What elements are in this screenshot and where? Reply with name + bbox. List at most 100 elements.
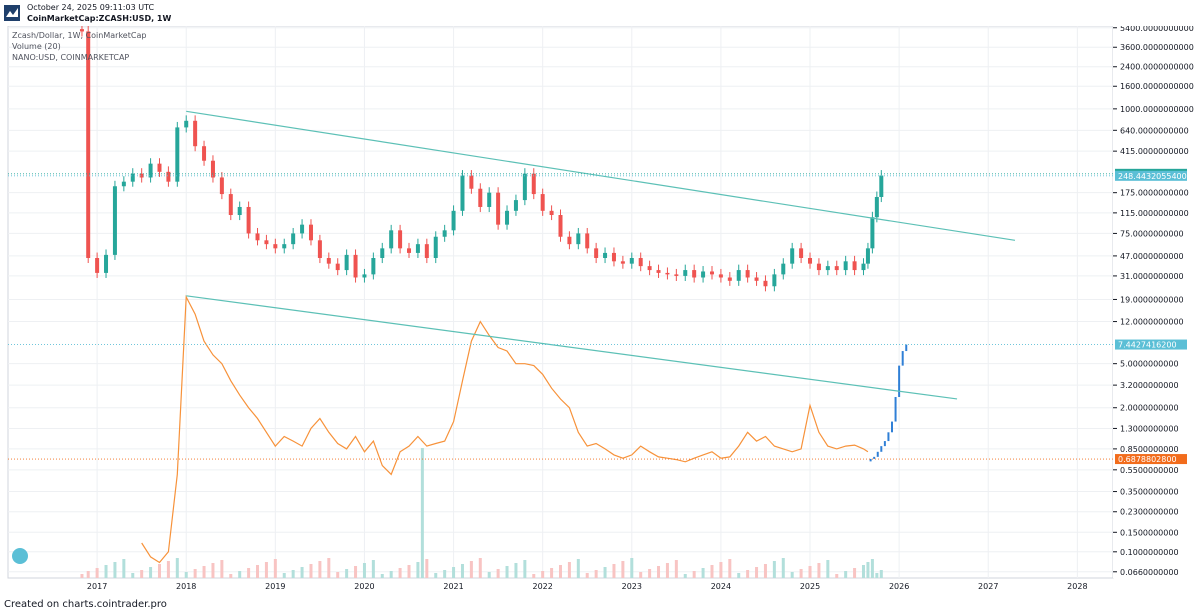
zec-candle bbox=[487, 192, 492, 207]
volume-bar bbox=[692, 571, 696, 578]
x-tick-label: 2027 bbox=[978, 582, 998, 591]
x-tick-label: 2023 bbox=[622, 582, 642, 591]
zec-candle bbox=[763, 280, 768, 287]
volume-bar bbox=[478, 558, 482, 578]
zec-candle bbox=[79, 29, 84, 32]
volume-bar bbox=[157, 564, 161, 578]
y-tick-label: 3.2000000000 bbox=[1120, 381, 1179, 390]
zec-candle bbox=[237, 206, 242, 216]
trendline bbox=[186, 110, 1016, 241]
volume-bar bbox=[229, 574, 233, 578]
zec-candle bbox=[407, 248, 412, 253]
price-tag-label: 248.4432055400 bbox=[1118, 172, 1187, 181]
zec-candle bbox=[745, 270, 750, 278]
volume-bar bbox=[407, 565, 411, 578]
chart-legend: Zcash/Dollar, 1W, CoinMarketCap Volume (… bbox=[12, 30, 146, 63]
volume-bar bbox=[420, 448, 424, 578]
volume-bar bbox=[674, 560, 678, 578]
price-tag-label: 0.6878802800 bbox=[1118, 455, 1177, 464]
x-tick-label: 2020 bbox=[354, 582, 374, 591]
zec-candle bbox=[371, 257, 376, 275]
zec-candle bbox=[175, 127, 180, 182]
y-tick-label: 0.8500000000 bbox=[1120, 445, 1179, 454]
chart-header: October 24, 2025 09:11:03 UTC CoinMarket… bbox=[0, 0, 1200, 26]
legend-main-series: Zcash/Dollar, 1W, CoinMarketCap bbox=[12, 31, 147, 40]
x-tick-label: 2022 bbox=[532, 582, 552, 591]
volume-bar bbox=[719, 562, 723, 578]
volume-bar bbox=[746, 570, 750, 578]
volume-bar bbox=[416, 562, 420, 578]
zec-candle bbox=[816, 263, 821, 271]
volume-bar bbox=[122, 559, 126, 578]
zec-candle bbox=[531, 173, 536, 195]
y-tick-label: 2.0000000000 bbox=[1120, 404, 1179, 413]
y-tick-label: 115.0000000000 bbox=[1120, 209, 1189, 218]
volume-bar bbox=[772, 561, 776, 578]
volume-bar bbox=[612, 564, 616, 578]
volume-bar bbox=[309, 564, 313, 578]
zec-candle bbox=[603, 252, 608, 258]
y-tick-label: 0.5500000000 bbox=[1120, 466, 1179, 475]
zec-candle bbox=[246, 206, 251, 234]
volume-bar bbox=[559, 565, 562, 578]
volume-bar bbox=[425, 559, 429, 578]
zec-candle bbox=[228, 194, 233, 216]
volume-bar bbox=[701, 568, 705, 578]
zec-candle bbox=[344, 254, 349, 271]
legend-overlay: NANO:USD, COINMARKETCAP bbox=[12, 53, 130, 62]
zec-candle bbox=[442, 230, 447, 237]
zec-candle bbox=[130, 173, 135, 182]
zec-candle bbox=[790, 248, 795, 264]
volume-bar bbox=[452, 567, 456, 578]
volume-bar bbox=[781, 558, 785, 578]
zec-candle bbox=[308, 224, 313, 241]
volume-bar bbox=[398, 568, 402, 578]
volume-bar bbox=[291, 570, 295, 578]
volume-bar bbox=[737, 573, 741, 578]
volume-bar bbox=[238, 571, 242, 578]
zec-candle bbox=[148, 163, 153, 178]
volume-bar bbox=[866, 562, 870, 578]
volume-bar bbox=[220, 560, 224, 578]
zec-candle bbox=[184, 120, 189, 128]
zec-candle bbox=[104, 254, 109, 273]
zec-candle bbox=[513, 200, 518, 211]
volume-bar bbox=[630, 558, 634, 578]
volume-bar bbox=[273, 559, 277, 578]
volume-bar bbox=[282, 573, 286, 578]
zec-candle bbox=[709, 271, 714, 275]
zec-candle bbox=[353, 254, 358, 278]
volume-bar bbox=[95, 568, 99, 578]
zec-candle bbox=[620, 261, 625, 264]
x-tick-label: 2021 bbox=[443, 582, 463, 591]
volume-bar bbox=[657, 566, 661, 578]
y-tick-label: 0.1000000000 bbox=[1120, 548, 1179, 557]
volume-bar bbox=[362, 563, 366, 578]
volume-bar bbox=[104, 565, 108, 578]
x-tick-label: 2028 bbox=[1067, 582, 1087, 591]
zec-candle bbox=[540, 194, 545, 211]
zec-candle bbox=[665, 272, 670, 275]
volume-bar bbox=[826, 560, 830, 578]
zec-candle bbox=[478, 188, 483, 207]
price-chart[interactable]: 2017 2018 2019 2020 2021 2022 2023 2024 2025 2026… bbox=[0, 26, 1200, 596]
volume-bar bbox=[853, 568, 857, 578]
zec-candle bbox=[415, 244, 420, 253]
volume-bar bbox=[434, 573, 438, 578]
zec-candle bbox=[656, 270, 661, 273]
volume-bar bbox=[371, 560, 375, 578]
volume-bar bbox=[621, 561, 625, 578]
y-tick-label: 0.3500000000 bbox=[1120, 488, 1179, 497]
volume-bar bbox=[683, 574, 687, 578]
volume-bar bbox=[594, 570, 598, 578]
volume-bar bbox=[576, 559, 580, 578]
zec-candle bbox=[362, 274, 367, 278]
volume-bar bbox=[844, 571, 848, 578]
zec-candle bbox=[718, 274, 723, 278]
zec-candle bbox=[638, 257, 643, 267]
zec-candle bbox=[273, 244, 278, 249]
y-tick-label: 0.1500000000 bbox=[1120, 528, 1179, 537]
zec-candle bbox=[874, 196, 879, 218]
zec-candle bbox=[166, 171, 171, 182]
volume-bar bbox=[505, 566, 509, 578]
